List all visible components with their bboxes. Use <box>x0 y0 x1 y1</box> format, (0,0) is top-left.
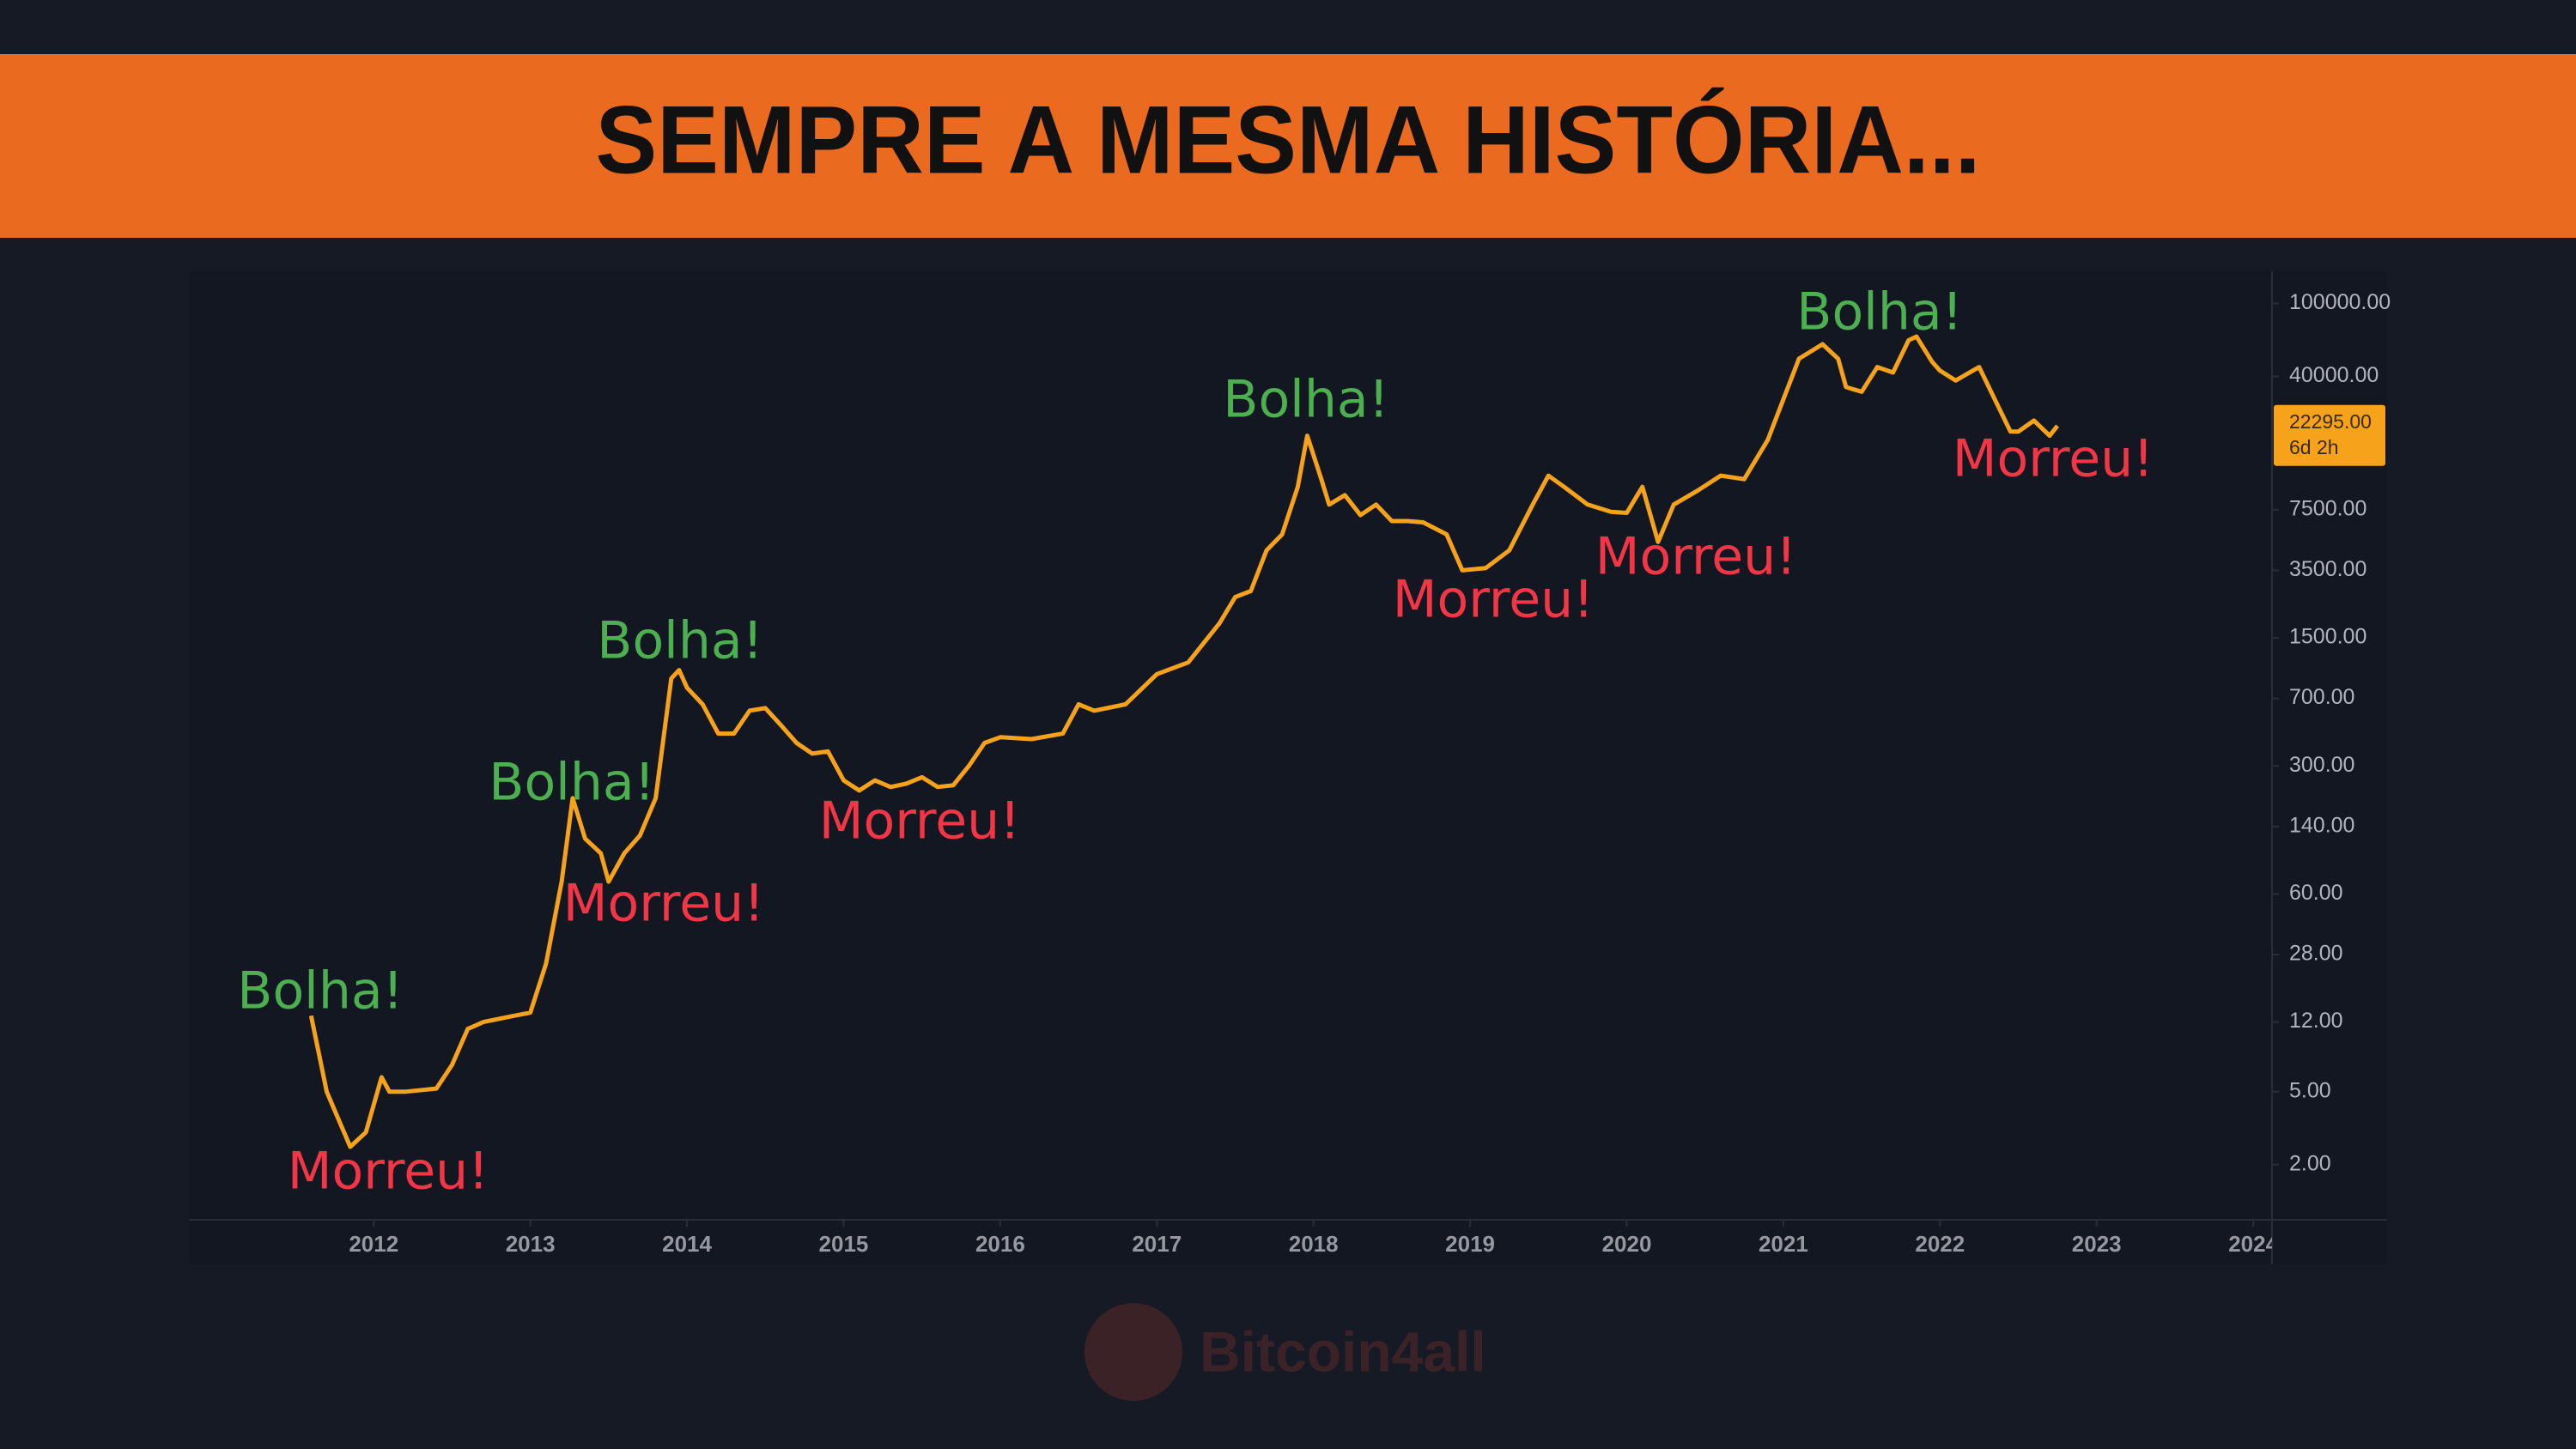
x-tick-label: 2018 <box>1289 1231 1339 1257</box>
y-tick-label: 3500.00 <box>2289 557 2366 581</box>
x-tick-label: 2021 <box>1759 1231 1808 1257</box>
x-tick-label: 2016 <box>975 1231 1025 1257</box>
annotation: Bolha! <box>489 753 654 813</box>
x-tick-label: 2013 <box>506 1231 556 1257</box>
y-tick-label: 40000.00 <box>2289 363 2379 387</box>
annotation: Morreu! <box>819 791 1020 852</box>
x-tick-label: 2022 <box>1915 1231 1965 1257</box>
annotation: Bolha! <box>597 611 762 671</box>
y-tick-label: 7500.00 <box>2289 496 2366 520</box>
price-tag-label: 22295.00 <box>2289 410 2372 433</box>
y-tick-label: 100000.00 <box>2289 290 2391 314</box>
x-tick-label: 2024 <box>2228 1231 2278 1257</box>
x-tick-label: 2017 <box>1132 1231 1182 1257</box>
y-tick-label: 28.00 <box>2289 942 2343 966</box>
price-line <box>308 334 2060 1149</box>
y-tick-label: 5.00 <box>2289 1078 2331 1102</box>
countdown-label: 6d 2h <box>2289 436 2339 458</box>
annotation: Bolha! <box>1223 370 1388 430</box>
y-tick-label: 700.00 <box>2289 685 2354 709</box>
plot: 100000.00 40000.00 7500.00 3500.00 1500.00 70… <box>237 282 2391 1257</box>
price-tag <box>2274 404 2385 466</box>
x-tick-label: 2012 <box>349 1231 398 1257</box>
annotation: Morreu! <box>1393 570 1594 630</box>
annotation: Bolha! <box>1796 282 1962 343</box>
x-tick-label: 2020 <box>1602 1231 1652 1257</box>
y-tick-label: 140.00 <box>2289 813 2354 837</box>
header-title: SEMPRE A MESMA HISTÓRIA... <box>596 87 1981 194</box>
y-tick-label: 1500.00 <box>2289 625 2366 649</box>
annotation: Morreu! <box>1595 527 1796 587</box>
header-band <box>0 54 2576 238</box>
watermark: Bitcoin4all <box>1084 1303 1486 1401</box>
x-tick-label: 2019 <box>1445 1231 1495 1257</box>
x-tick-label: 2015 <box>819 1231 869 1257</box>
y-tick-label: 2.00 <box>2289 1151 2331 1175</box>
y-tick-label: 60.00 <box>2289 881 2343 905</box>
y-tick-label: 300.00 <box>2289 753 2354 777</box>
x-tick-label: 2014 <box>662 1231 712 1257</box>
watermark-logo <box>1084 1303 1182 1401</box>
annotation: Morreu! <box>563 874 764 934</box>
annotation: Bolha! <box>237 961 403 1022</box>
x-tick-label: 2023 <box>2072 1231 2122 1257</box>
chart-panel <box>189 271 2387 1264</box>
watermark-text: Bitcoin4all <box>1200 1319 1486 1383</box>
annotation: Morreu! <box>1953 429 2154 489</box>
y-tick-label: 12.00 <box>2289 1009 2343 1033</box>
annotation: Morreu! <box>288 1142 489 1202</box>
